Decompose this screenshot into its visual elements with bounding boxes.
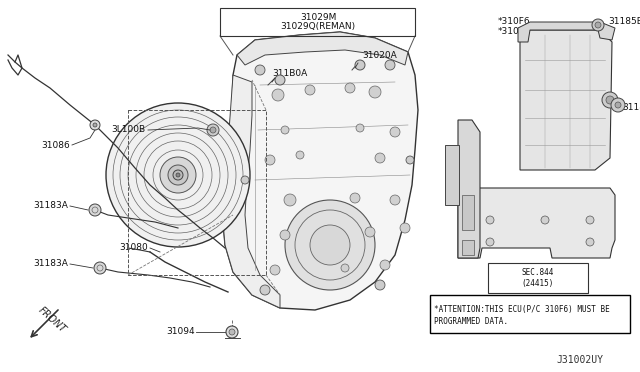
Circle shape bbox=[541, 216, 549, 224]
Circle shape bbox=[615, 102, 621, 108]
Circle shape bbox=[341, 264, 349, 272]
Text: J31002UY: J31002UY bbox=[557, 355, 604, 365]
Text: 31086: 31086 bbox=[41, 141, 70, 150]
Text: *31039: *31039 bbox=[498, 28, 531, 36]
Circle shape bbox=[355, 60, 365, 70]
Circle shape bbox=[210, 127, 216, 133]
Circle shape bbox=[284, 194, 296, 206]
Polygon shape bbox=[237, 32, 408, 65]
Circle shape bbox=[365, 227, 375, 237]
Polygon shape bbox=[222, 75, 280, 308]
Circle shape bbox=[592, 19, 604, 31]
Circle shape bbox=[160, 157, 196, 193]
Circle shape bbox=[380, 260, 390, 270]
Circle shape bbox=[375, 153, 385, 163]
Circle shape bbox=[168, 165, 188, 185]
Circle shape bbox=[345, 83, 355, 93]
Circle shape bbox=[310, 225, 350, 265]
Bar bbox=[430, 295, 630, 333]
Circle shape bbox=[385, 60, 395, 70]
Bar bbox=[128, 110, 266, 275]
Circle shape bbox=[606, 96, 614, 104]
Circle shape bbox=[586, 216, 594, 224]
Polygon shape bbox=[458, 188, 615, 258]
Text: 3L100B: 3L100B bbox=[111, 125, 145, 135]
Text: 31029Q(REMAN): 31029Q(REMAN) bbox=[280, 22, 356, 32]
Text: FRONT: FRONT bbox=[36, 305, 68, 335]
Circle shape bbox=[173, 170, 183, 180]
Circle shape bbox=[400, 223, 410, 233]
Circle shape bbox=[350, 193, 360, 203]
Circle shape bbox=[486, 216, 494, 224]
Circle shape bbox=[176, 173, 180, 177]
Circle shape bbox=[375, 280, 385, 290]
Text: 31185B: 31185B bbox=[608, 17, 640, 26]
Circle shape bbox=[280, 230, 290, 240]
Circle shape bbox=[602, 92, 618, 108]
Circle shape bbox=[241, 176, 249, 184]
Circle shape bbox=[285, 200, 375, 290]
Circle shape bbox=[275, 75, 285, 85]
Circle shape bbox=[296, 151, 304, 159]
Circle shape bbox=[207, 124, 219, 136]
Circle shape bbox=[89, 204, 101, 216]
Circle shape bbox=[390, 127, 400, 137]
Circle shape bbox=[90, 120, 100, 130]
Circle shape bbox=[229, 329, 235, 335]
Circle shape bbox=[281, 126, 289, 134]
Polygon shape bbox=[458, 120, 480, 258]
Circle shape bbox=[611, 98, 625, 112]
Text: 31185D: 31185D bbox=[622, 103, 640, 112]
Text: 311B0A: 311B0A bbox=[272, 68, 307, 77]
Circle shape bbox=[595, 22, 601, 28]
Circle shape bbox=[265, 155, 275, 165]
Text: SEC.844
(24415): SEC.844 (24415) bbox=[522, 268, 554, 288]
Polygon shape bbox=[518, 22, 615, 42]
Text: 31183A: 31183A bbox=[33, 202, 68, 211]
Circle shape bbox=[586, 238, 594, 246]
Text: 31020A: 31020A bbox=[362, 51, 397, 61]
Circle shape bbox=[270, 265, 280, 275]
Text: *310F6: *310F6 bbox=[498, 17, 531, 26]
Circle shape bbox=[94, 262, 106, 274]
Circle shape bbox=[106, 103, 250, 247]
Circle shape bbox=[226, 326, 238, 338]
Circle shape bbox=[93, 123, 97, 127]
Text: 31080: 31080 bbox=[119, 244, 148, 253]
Polygon shape bbox=[520, 30, 612, 170]
Bar bbox=[445, 145, 459, 205]
Bar bbox=[462, 195, 474, 230]
Text: 31094: 31094 bbox=[166, 327, 195, 337]
Circle shape bbox=[305, 85, 315, 95]
Circle shape bbox=[272, 89, 284, 101]
Circle shape bbox=[255, 65, 265, 75]
Bar bbox=[220, 8, 415, 36]
Circle shape bbox=[356, 124, 364, 132]
Polygon shape bbox=[222, 32, 418, 310]
Bar bbox=[462, 240, 474, 255]
Circle shape bbox=[390, 195, 400, 205]
Bar bbox=[488, 263, 588, 293]
Text: 31183A: 31183A bbox=[33, 260, 68, 269]
Circle shape bbox=[260, 285, 270, 295]
Circle shape bbox=[369, 86, 381, 98]
Text: 31029M: 31029M bbox=[300, 13, 336, 22]
Circle shape bbox=[406, 156, 414, 164]
Text: *ATTENTION:THIS ECU(P/C 310F6) MUST BE
PROGRAMMED DATA.: *ATTENTION:THIS ECU(P/C 310F6) MUST BE P… bbox=[434, 305, 610, 327]
Circle shape bbox=[486, 238, 494, 246]
